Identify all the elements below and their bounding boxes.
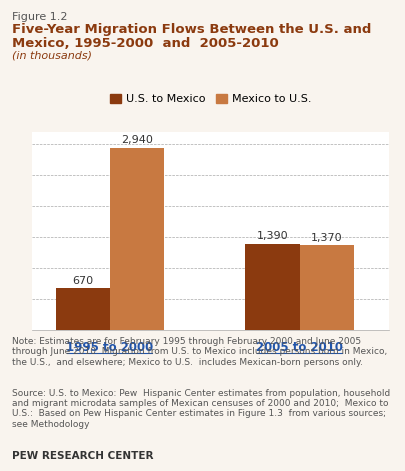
Text: PEW RESEARCH CENTER: PEW RESEARCH CENTER [12,451,153,461]
Text: 1,390: 1,390 [257,231,288,241]
Text: Note: Estimates are for February 1995 through February 2000 and June 2005
throug: Note: Estimates are for February 1995 th… [12,337,388,366]
Text: Five-Year Migration Flows Between the U.S. and: Five-Year Migration Flows Between the U.… [12,23,371,36]
Text: 2005 to 2010: 2005 to 2010 [256,341,343,355]
Text: Mexico, 1995-2000  and  2005-2010: Mexico, 1995-2000 and 2005-2010 [12,37,279,50]
Bar [300,245,354,330]
Bar [245,244,300,330]
Text: Figure 1.2: Figure 1.2 [12,12,68,22]
Bar [110,148,164,330]
Text: 1,370: 1,370 [311,233,343,243]
Text: (in thousands): (in thousands) [12,51,92,61]
Legend: U.S. to Mexico, Mexico to U.S.: U.S. to Mexico, Mexico to U.S. [110,94,311,105]
Text: 670: 670 [72,276,93,286]
Text: 1995 to 2000: 1995 to 2000 [66,341,153,355]
Bar [55,288,110,330]
Text: Source: U.S. to Mexico: Pew  Hispanic Center estimates from population, househol: Source: U.S. to Mexico: Pew Hispanic Cen… [12,389,390,429]
Text: 2,940: 2,940 [121,136,153,146]
